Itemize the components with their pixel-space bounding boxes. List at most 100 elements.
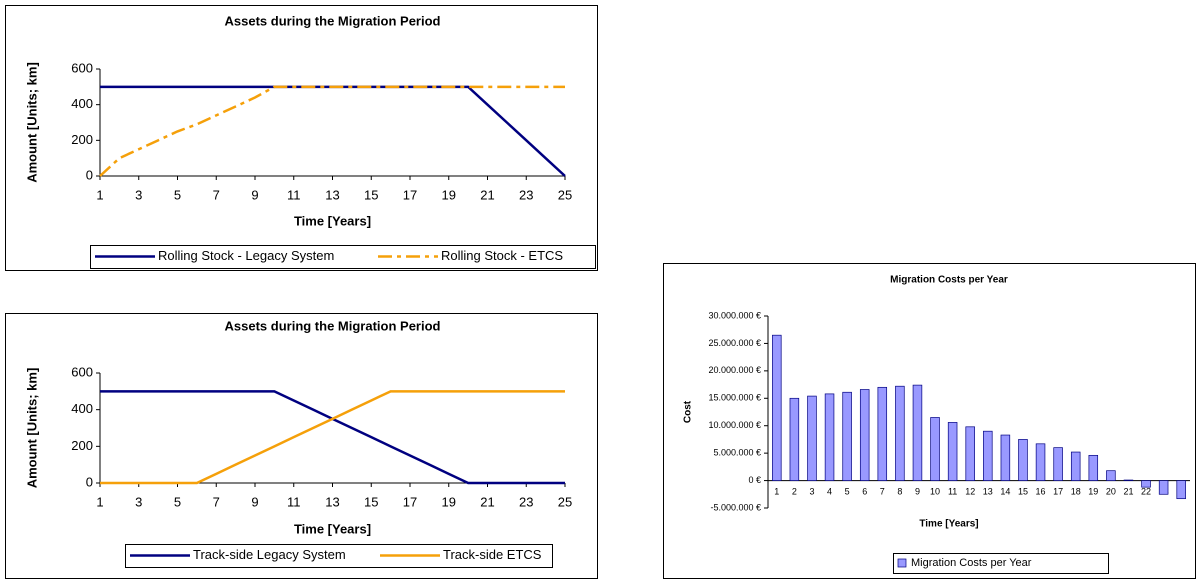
y-tick-label: 30.000.000 € xyxy=(708,310,761,320)
x-tick-label: 11 xyxy=(287,494,301,509)
x-tick-label: 20 xyxy=(1106,486,1116,496)
y-tick-label: 200 xyxy=(71,132,93,147)
x-tick-label: 13 xyxy=(325,494,339,509)
bar xyxy=(965,426,975,481)
x-tick-label: 3 xyxy=(135,494,142,509)
y-tick-label: 0 € xyxy=(748,475,761,485)
bar xyxy=(1158,480,1169,495)
chart-title: Migration Costs per Year xyxy=(890,275,1008,286)
bar xyxy=(1035,443,1046,481)
legend-label: Migration Costs per Year xyxy=(911,557,1032,569)
x-tick-label: 15 xyxy=(364,494,378,509)
bar xyxy=(807,395,817,481)
y-tick-label: 400 xyxy=(71,96,93,111)
y-axis-label: Cost xyxy=(683,400,694,423)
legend-label: Rolling Stock - ETCS xyxy=(441,248,563,263)
x-tick-label: 2 xyxy=(792,486,797,496)
y-tick-label: 0 xyxy=(86,167,93,182)
x-tick-label: 17 xyxy=(1053,486,1063,496)
chart: Assets during the Migration Period Time [… xyxy=(24,318,572,568)
chart-frame xyxy=(663,263,1196,579)
x-tick-label: 21 xyxy=(480,187,494,202)
legend-label: Track-side Legacy System xyxy=(193,547,346,562)
x-tick-label: 13 xyxy=(325,187,339,202)
x-tick-label: 6 xyxy=(862,486,867,496)
chart-frame xyxy=(5,5,598,271)
x-tick-label: 23 xyxy=(519,187,533,202)
x-tick-label: 18 xyxy=(1071,486,1081,496)
x-tick-label: 7 xyxy=(213,187,220,202)
x-tick-label: 5 xyxy=(174,494,181,509)
x-axis-label: Time [Years] xyxy=(919,519,978,530)
x-tick-label: 17 xyxy=(403,494,417,509)
chart-title: Assets during the Migration Period xyxy=(225,318,441,333)
y-tick-label: 5.000.000 € xyxy=(713,448,761,458)
bar xyxy=(772,334,782,481)
chart: Migration Costs per Year Time [Years] Cost… xyxy=(683,275,1190,574)
chart: Assets during the Migration Period Time [… xyxy=(24,13,596,269)
bar xyxy=(1018,439,1028,481)
y-tick-label: 600 xyxy=(71,364,93,379)
x-tick-label: 11 xyxy=(287,187,301,202)
x-tick-label: 9 xyxy=(915,486,920,496)
bar xyxy=(859,389,870,481)
x-tick-label: 12 xyxy=(965,486,975,496)
bar xyxy=(1000,434,1011,481)
bar xyxy=(789,397,800,481)
x-tick-label: 15 xyxy=(1018,486,1028,496)
x-tick-label: 7 xyxy=(213,494,220,509)
x-tick-label: 3 xyxy=(809,486,814,496)
x-tick-label: 23 xyxy=(519,494,533,509)
legend-label: Rolling Stock - Legacy System xyxy=(158,248,334,263)
x-axis-label: Time [Years] xyxy=(294,213,371,228)
chart-title: Assets during the Migration Period xyxy=(225,13,441,28)
bar xyxy=(1106,470,1116,481)
bar xyxy=(1088,454,1099,481)
x-tick-label: 9 xyxy=(251,494,258,509)
x-axis-label: Time [Years] xyxy=(294,521,371,536)
legend-box xyxy=(893,553,1109,574)
bar xyxy=(1123,479,1134,481)
y-tick-label: 10.000.000 € xyxy=(708,420,761,430)
x-tick-label: 13 xyxy=(983,486,993,496)
bar xyxy=(912,384,923,481)
y-tick-label: 15.000.000 € xyxy=(708,393,761,403)
x-tick-label: 19 xyxy=(1088,486,1098,496)
x-tick-label: 7 xyxy=(880,486,885,496)
x-tick-label: 17 xyxy=(403,187,417,202)
x-tick-label: 9 xyxy=(251,187,258,202)
x-tick-label: 25 xyxy=(558,187,572,202)
bar xyxy=(824,393,835,481)
x-tick-label: 15 xyxy=(364,187,378,202)
data-line xyxy=(100,390,565,485)
y-tick-label: -5.000.000 € xyxy=(710,502,761,512)
x-tick-label: 22 xyxy=(1141,486,1151,496)
legend-box xyxy=(125,544,553,568)
bar xyxy=(1176,480,1186,500)
chart-frame xyxy=(5,313,598,579)
x-tick-label: 21 xyxy=(1123,486,1133,496)
y-tick-label: 25.000.000 € xyxy=(708,338,761,348)
bar xyxy=(877,386,888,481)
x-tick-label: 1 xyxy=(774,486,779,496)
x-tick-label: 4 xyxy=(827,486,832,496)
x-tick-label: 25 xyxy=(558,494,572,509)
bar xyxy=(1053,447,1063,481)
x-tick-label: 8 xyxy=(897,486,902,496)
x-tick-label: 3 xyxy=(135,187,142,202)
y-tick-label: 0 xyxy=(86,474,93,489)
x-tick-label: 1 xyxy=(96,494,103,509)
bar xyxy=(930,417,940,481)
bar xyxy=(842,391,852,481)
y-tick-label: 600 xyxy=(71,60,93,75)
x-tick-label: 5 xyxy=(845,486,850,496)
x-tick-label: 1 xyxy=(96,187,103,202)
y-axis-label: Amount [Units; km] xyxy=(24,368,39,489)
y-axis-label: Amount [Units; km] xyxy=(24,62,39,183)
y-tick-label: 400 xyxy=(71,401,93,416)
x-tick-label: 16 xyxy=(1036,486,1046,496)
bar xyxy=(947,422,958,481)
x-tick-label: 5 xyxy=(174,187,181,202)
y-tick-label: 200 xyxy=(71,438,93,453)
